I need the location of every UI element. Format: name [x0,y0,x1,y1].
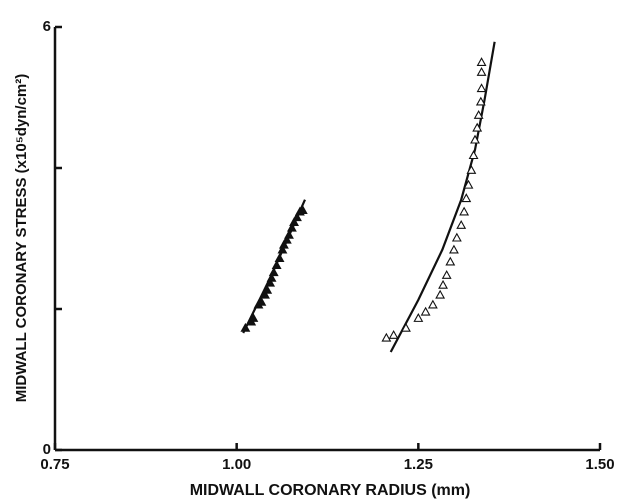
data-point [262,284,273,294]
data-point [248,313,259,322]
data-point [470,134,480,144]
data-point [445,256,456,266]
y-tick-label: 6 [43,18,51,35]
data-point [468,150,479,160]
data-point [274,253,285,262]
x-tick-label: 1.50 [585,456,614,473]
data-point [277,244,288,254]
data-point [256,296,267,306]
data-point [476,57,487,66]
data-point [427,299,438,309]
data-point [289,217,300,227]
data-point [413,313,424,322]
data-point [466,164,477,174]
data-point [265,277,276,287]
data-point [438,279,448,289]
data-point [475,96,486,106]
x-tick-label: 1.25 [404,456,433,473]
data-point [278,239,289,249]
data-point [297,205,308,215]
data-point [441,270,452,279]
data-point [435,289,446,299]
y-tick-label: 0 [43,441,51,458]
data-point [388,329,399,339]
data-point [461,193,472,203]
fit-curve [389,41,496,353]
data-point [240,322,251,332]
data-point [286,222,297,232]
data-point [268,267,279,277]
data-point [463,179,474,189]
data-point [420,306,431,316]
data-point [271,260,282,270]
data-point [451,232,462,242]
data-point [381,332,392,342]
data-point [266,272,277,282]
data-point [456,219,467,229]
data-point [292,212,302,222]
x-tick-label: 0.75 [40,456,69,473]
data-point [401,322,411,332]
data-point [281,234,292,244]
data-point [449,244,459,254]
data-point [472,122,483,132]
data-point [473,109,484,119]
data-point [459,206,470,216]
x-tick-label: 1.00 [222,456,251,473]
data-point [476,83,487,93]
data-point [476,66,487,76]
x-axis-label: MIDWALL CORONARY RADIUS (mm) [190,482,471,499]
data-point [284,229,294,239]
y-axis-label: MIDWALL CORONARY STRESS (x10⁵dyn/cm²) [13,74,30,402]
data-point [260,289,270,299]
